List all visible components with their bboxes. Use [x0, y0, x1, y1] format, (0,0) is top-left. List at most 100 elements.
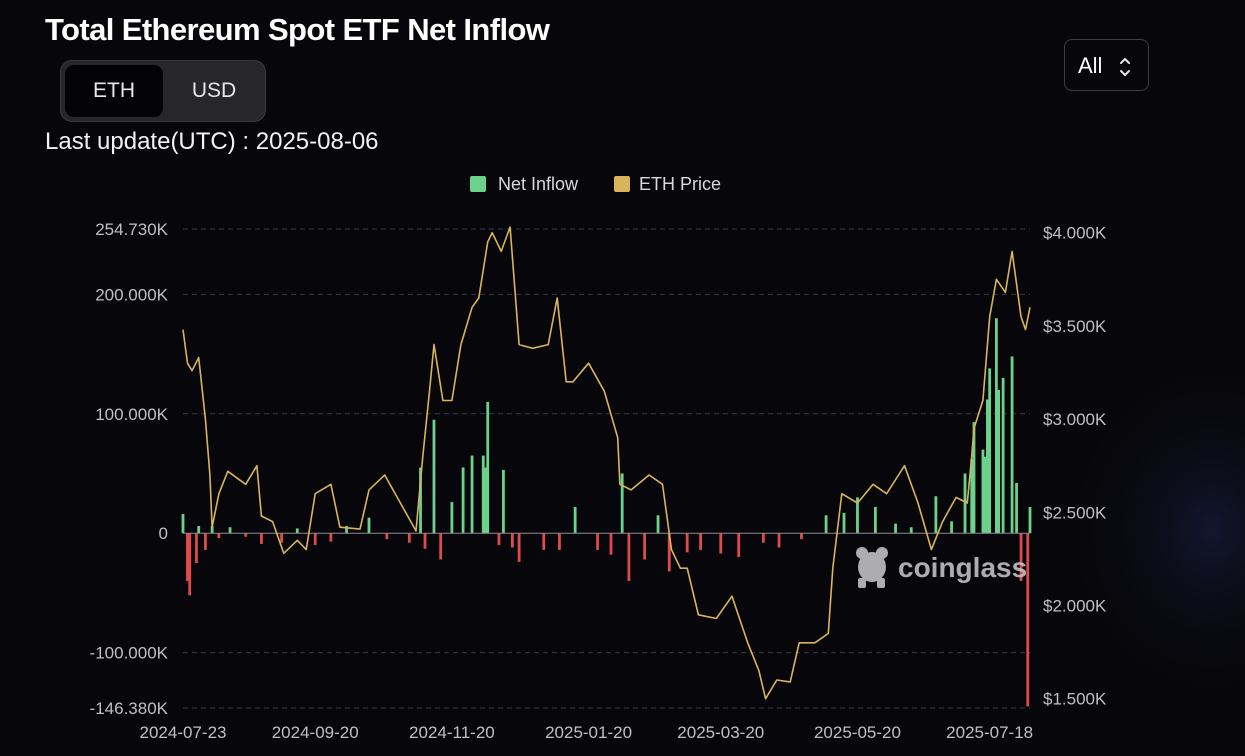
time-range-select[interactable]: All	[1064, 39, 1149, 91]
net-inflow-bar	[295, 528, 299, 534]
net-inflow-bar	[558, 533, 561, 550]
net-inflow-bar	[470, 455, 474, 534]
x-axis-tick-label: 2025-07-18	[946, 723, 1033, 742]
net-inflow-bar	[367, 517, 371, 534]
net-inflow-bar	[1015, 483, 1018, 534]
net-inflow-bar	[719, 533, 723, 554]
net-inflow-bar	[994, 318, 998, 534]
right-axis-tick-label: $3.000K	[1043, 410, 1107, 429]
net-inflow-bar	[461, 467, 465, 534]
right-axis-tick-label: $2.000K	[1043, 596, 1107, 615]
net-inflow-bar	[986, 399, 989, 534]
left-axis-ticks: 254.730K 200.000K 100.000K 0 -100.000K -146.3…	[90, 220, 169, 718]
net-inflow-bar	[385, 533, 389, 540]
net-inflow-bar	[970, 459, 974, 534]
right-axis-tick-label: $1.500K	[1043, 690, 1107, 709]
eth-price-series-line	[182, 226, 1031, 700]
net-inflow-bar	[596, 533, 599, 550]
left-axis-tick-label: 200.000K	[95, 285, 168, 304]
net-inflow-bar	[620, 473, 624, 534]
unit-option-eth[interactable]: ETH	[65, 65, 163, 117]
net-inflow-bar	[934, 496, 938, 534]
net-inflow-bar	[345, 526, 348, 534]
net-inflow-bars	[181, 318, 1032, 707]
net-inflow-bar	[517, 533, 521, 562]
last-update-text: Last update(UTC) : 2025-08-06	[45, 128, 379, 155]
background-glow	[820, 230, 1245, 730]
net-inflow-bar	[204, 533, 207, 550]
net-inflow-bar	[1019, 533, 1023, 581]
net-inflow-bar	[195, 533, 198, 564]
net-inflow-bar	[244, 533, 248, 537]
net-inflow-bar	[627, 533, 631, 581]
net-inflow-bar	[542, 533, 546, 550]
unit-option-usd[interactable]: USD	[191, 79, 237, 102]
net-inflow-bar	[484, 467, 487, 534]
net-inflow-bar	[950, 521, 953, 534]
left-axis-tick-label: -146.380K	[90, 699, 169, 718]
net-inflow-bar	[1026, 533, 1030, 707]
net-inflow-bar	[210, 526, 214, 534]
net-inflow-bar	[873, 506, 877, 534]
net-inflow-bar	[737, 533, 741, 558]
net-inflow-bar	[197, 526, 201, 534]
net-inflow-bar	[1010, 356, 1014, 534]
x-axis-tick-label: 2024-09-20	[272, 723, 359, 742]
net-inflow-bar	[181, 514, 185, 534]
net-inflow-bar	[407, 533, 411, 543]
left-axis-tick-label: 100.000K	[95, 405, 168, 424]
x-axis-tick-label: 2024-11-20	[409, 723, 495, 742]
net-inflow-bar	[988, 368, 992, 534]
net-inflow-bar	[510, 533, 514, 548]
left-axis-tick-label: 254.730K	[95, 220, 168, 239]
net-inflow-bar	[481, 455, 485, 534]
legend-label-net-inflow: Net Inflow	[498, 174, 579, 194]
x-axis-tick-label: 2025-01-20	[545, 723, 632, 742]
net-inflow-bar	[573, 506, 577, 534]
net-inflow-bar	[643, 533, 646, 560]
right-axis-tick-label: $4.000K	[1043, 224, 1107, 243]
net-inflow-bar	[667, 533, 671, 572]
x-axis-ticks: 2024-07-23 2024-09-20 2024-11-20 2025-01-20…	[140, 723, 1034, 742]
net-inflow-bar	[486, 401, 490, 534]
grid-lines	[183, 228, 1030, 709]
net-inflow-bar	[761, 533, 765, 543]
net-inflow-bar	[856, 497, 859, 534]
x-axis-tick-label: 2025-05-20	[814, 723, 901, 742]
coinglass-watermark: coinglass	[856, 547, 1027, 588]
x-axis-tick-label: 2024-07-23	[140, 723, 227, 742]
net-inflow-bar	[824, 515, 828, 534]
net-inflow-bar	[842, 512, 846, 534]
net-inflow-bar	[217, 533, 221, 538]
x-axis-tick-label: 2025-03-20	[677, 723, 764, 742]
net-inflow-bar	[1028, 506, 1032, 534]
net-inflow-bar	[188, 533, 192, 596]
net-inflow-bar	[280, 533, 283, 543]
chart-legend: Net Inflow ETH Price	[470, 174, 721, 194]
net-inflow-bar	[800, 533, 803, 540]
net-inflow-bar	[260, 533, 263, 544]
net-inflow-bar	[228, 527, 232, 534]
net-inflow-bar	[313, 533, 317, 546]
time-range-value: All	[1078, 53, 1103, 78]
net-inflow-bar	[432, 419, 436, 534]
net-inflow-bar	[1001, 377, 1005, 534]
net-inflow-bar	[909, 527, 913, 534]
left-axis-tick-label: -100.000K	[90, 644, 169, 663]
net-inflow-bar	[777, 533, 781, 548]
net-inflow-bar	[186, 533, 189, 581]
net-inflow-bar	[609, 533, 613, 555]
net-inflow-bar	[685, 533, 689, 553]
net-inflow-bar	[502, 469, 505, 534]
right-axis-tick-label: $3.500K	[1043, 317, 1107, 336]
chevron-up-down-icon	[1120, 58, 1130, 76]
right-axis-tick-label: $2.500K	[1043, 503, 1107, 522]
watermark-text: coinglass	[898, 552, 1027, 583]
eth-price-line	[182, 226, 1031, 700]
left-axis-tick-label: 0	[159, 524, 168, 543]
net-inflow-bar	[419, 467, 422, 534]
net-inflow-bar	[972, 422, 976, 534]
net-inflow-bar	[656, 515, 660, 534]
net-inflow-bar	[963, 473, 967, 534]
